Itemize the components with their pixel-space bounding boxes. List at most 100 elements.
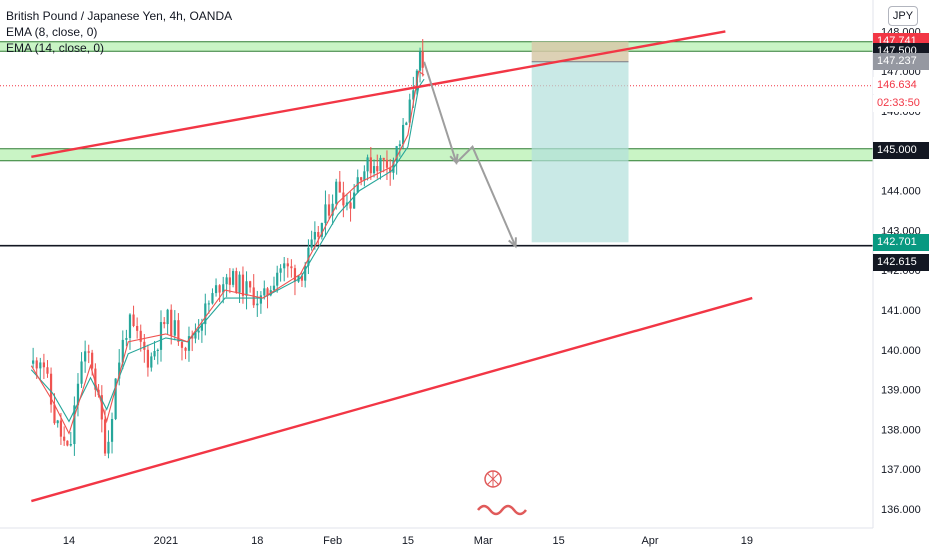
x-tick-label: 15 [402,535,414,547]
candle [173,320,176,336]
logo-wave [477,504,527,516]
legend-ema8[interactable]: EMA (8, close, 0) [6,25,98,39]
candle [132,314,135,326]
price-tag-entry: 147.237 [873,53,929,71]
y-tick-label: 139.000 [881,385,921,397]
candle [143,341,146,350]
projection[interactable] [423,61,517,249]
candle [366,157,369,172]
candle [187,336,191,351]
candle [385,159,389,168]
price-tag-last: 146.634 [873,77,929,95]
y-tick-label: 140.000 [881,345,921,357]
channel-upper-line [31,30,726,158]
candle [363,171,366,181]
x-tick-label: 2021 [154,535,178,547]
candle [349,202,352,209]
projection-arrowhead [449,153,459,165]
stop-loss-zone [531,41,629,62]
y-tick-label: 137.000 [881,464,921,476]
candle [360,177,363,181]
candle [398,144,401,147]
candle [408,99,411,123]
candle [156,349,159,351]
candle [235,271,238,293]
x-tick-label: 18 [251,535,263,547]
candle [91,352,94,369]
candle [76,383,80,406]
candle [84,351,87,362]
candle [118,362,121,379]
y-tick-label: 138.000 [881,424,921,436]
candle [110,419,114,442]
watermark-logo-icon [477,470,527,516]
candle [245,281,248,296]
candle [286,263,289,267]
candle [180,341,184,348]
candle [283,263,286,269]
candle [401,124,405,145]
currency-button[interactable]: JPY [888,6,918,26]
candle [146,349,150,368]
candle [324,204,327,224]
bar-countdown: 02:33:50 [873,94,929,112]
candle [276,272,279,286]
legend: British Pound / Japanese Yen, 4h, OANDA … [6,8,232,56]
candle [259,295,262,304]
x-tick-label: Mar [474,535,493,547]
candle [272,285,276,291]
candle [372,166,376,174]
candle [225,277,228,285]
candle [114,378,117,420]
y-tick-label: 141.000 [881,305,921,317]
x-tick-label: Feb [323,535,342,547]
candle [405,122,408,125]
candle [170,309,173,336]
candle [353,192,356,209]
candle [128,314,132,338]
candle [293,268,297,282]
ema8-line [30,70,425,435]
candle [335,181,338,204]
candle [300,275,304,281]
candle [166,309,169,325]
candle [100,395,103,420]
candle [194,332,197,339]
channel[interactable] [31,30,753,503]
candle [327,204,331,216]
price-tag-target: 142.701 [873,233,929,251]
candle [231,271,235,285]
candle [56,420,59,424]
candle [249,281,252,288]
projection-path [423,61,517,247]
candle [63,436,66,441]
candle [35,360,38,369]
legend-symbol[interactable]: British Pound / Japanese Yen, 4h, OANDA [6,9,233,23]
candle [211,293,214,304]
candle [94,368,97,390]
position-box[interactable] [531,41,629,243]
take-profit-zone [531,61,629,243]
candle [313,231,316,240]
candle [418,51,422,71]
candle [204,303,207,325]
candle [139,330,142,342]
candle [320,223,323,237]
candle [241,274,245,296]
candle [256,303,259,306]
candle [369,157,372,174]
candle [73,405,76,445]
projection-arrowhead [508,237,517,249]
channel-lower-line [31,296,753,503]
candle [376,166,379,172]
candle [228,277,231,285]
candle [317,231,320,237]
candle [389,167,392,173]
candle [290,266,293,269]
ema-lines [30,70,425,435]
candle [153,350,156,357]
candle [197,330,200,333]
candle [304,265,307,281]
legend-ema14[interactable]: EMA (14, close, 0) [6,41,105,55]
